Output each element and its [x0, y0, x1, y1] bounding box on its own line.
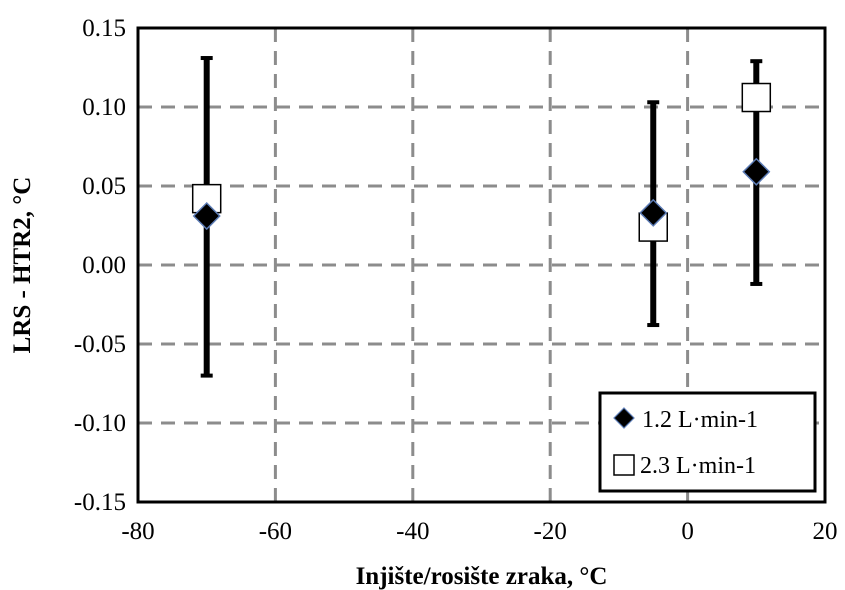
y-tick-label: 0.05 [82, 173, 126, 200]
legend: 1.2 L·min-1 2.3 L·min-1 [598, 391, 817, 493]
legend-square-marker [613, 454, 635, 476]
square-marker [741, 82, 772, 113]
x-tick-label: 20 [813, 518, 838, 545]
plot-area-frame [136, 26, 827, 504]
y-axis-title: LRS - HTR2, °C [9, 177, 36, 354]
x-tick-label: -80 [121, 518, 154, 545]
x-tick-label: -20 [534, 518, 567, 545]
legend-box [598, 391, 817, 493]
x-axis-title: Injište/rosište zraka, °C [356, 563, 608, 590]
y-tick-label: -0.15 [74, 489, 126, 516]
y-tick-label: -0.05 [74, 331, 126, 358]
y-tick-labels: -0.15 -0.10 -0.05 0.00 0.05 0.10 0.15 [74, 15, 126, 516]
x-tick-label: -60 [259, 518, 292, 545]
y-tick-label: 0.15 [82, 15, 126, 42]
x-tick-labels: -80 -60 -40 -20 0 20 [121, 518, 837, 545]
x-tick-label: -40 [396, 518, 429, 545]
y-tick-label: 0.10 [82, 94, 126, 121]
y-tick-label: 0.00 [82, 252, 126, 279]
square-marker [638, 212, 668, 242]
legend-label-series-2: 2.3 L·min-1 [640, 453, 756, 479]
diamond-marker [639, 198, 668, 227]
y-tick-label: -0.10 [74, 410, 126, 437]
x-tick-label: 0 [681, 518, 694, 545]
markers [191, 82, 772, 242]
legend-diamond-marker [613, 407, 635, 429]
diamond-marker [192, 201, 221, 231]
diamond-marker [742, 157, 771, 186]
legend-label-series-1: 1.2 L·min-1 [642, 407, 758, 433]
